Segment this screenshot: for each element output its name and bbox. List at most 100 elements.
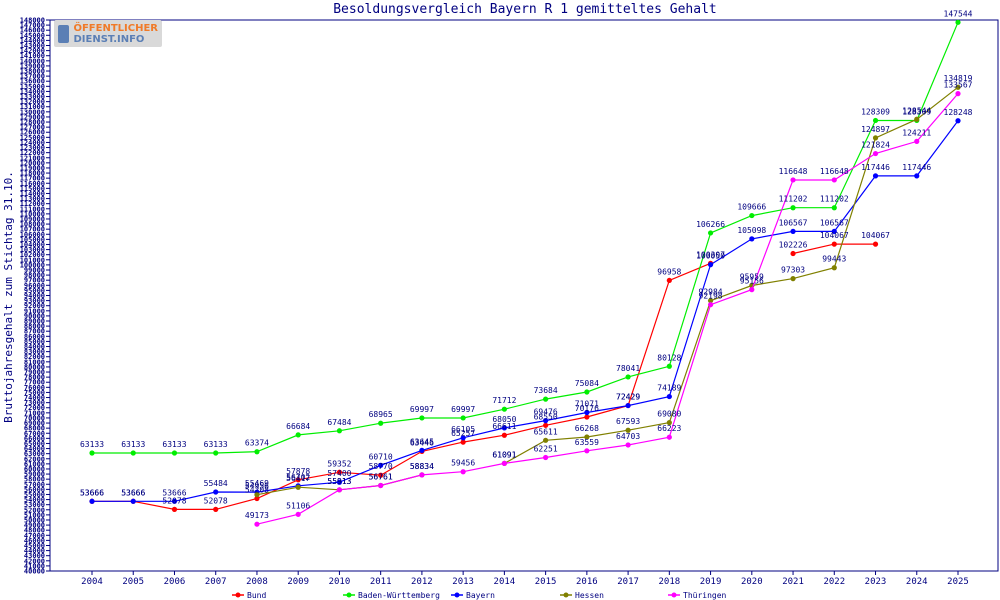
data-point-bayern bbox=[955, 118, 961, 124]
data-point-baden-w-rttemberg bbox=[501, 406, 507, 412]
x-tick-label: 2007 bbox=[205, 577, 227, 587]
y-tick-label: 131000 bbox=[20, 103, 45, 111]
y-tick-label: 88000 bbox=[24, 323, 45, 331]
data-label-bund: 104067 bbox=[820, 231, 849, 240]
y-tick-label: 60000 bbox=[24, 465, 45, 473]
legend-marker-th-ringen bbox=[671, 592, 677, 598]
data-label-bund: 96958 bbox=[657, 267, 681, 276]
data-label-hessen: 67593 bbox=[616, 417, 640, 426]
y-tick-label: 135000 bbox=[20, 83, 45, 91]
y-tick-label: 133000 bbox=[20, 93, 45, 101]
data-point-th-ringen bbox=[543, 454, 549, 461]
x-tick-label: 2013 bbox=[452, 577, 474, 587]
y-tick-label: 50000 bbox=[24, 516, 45, 524]
y-tick-label: 67000 bbox=[24, 430, 45, 438]
y-tick-label: 86000 bbox=[24, 333, 45, 341]
data-label-bayern: 72429 bbox=[616, 393, 640, 402]
data-label-th-ringen: 121824 bbox=[861, 141, 890, 150]
data-point-baden-w-rttemberg bbox=[419, 415, 425, 421]
data-label-hessen: 128544 bbox=[902, 106, 931, 115]
data-label-th-ringen: 56761 bbox=[369, 472, 393, 481]
data-label-th-ringen: 59456 bbox=[451, 459, 475, 468]
data-label-bund: 68550 bbox=[534, 412, 558, 421]
data-point-bund bbox=[501, 432, 507, 438]
data-label-hessen: 69080 bbox=[657, 410, 681, 419]
x-tick-label: 2022 bbox=[823, 577, 845, 587]
data-point-baden-w-rttemberg bbox=[130, 450, 136, 456]
data-label-bund: 65257 bbox=[451, 429, 475, 438]
y-tick-label: 81000 bbox=[24, 358, 45, 366]
data-point-th-ringen bbox=[914, 138, 920, 144]
data-label-th-ringen: 116648 bbox=[820, 167, 849, 176]
y-tick-label: 73000 bbox=[24, 399, 45, 407]
data-point-th-ringen bbox=[707, 302, 714, 308]
data-label-baden-w-rttemberg: 63133 bbox=[80, 440, 104, 449]
data-point-th-ringen bbox=[295, 511, 301, 517]
logo: ÖFFENTLICHER DIENST.INFO bbox=[54, 20, 162, 47]
y-tick-label: 126000 bbox=[20, 129, 45, 137]
data-label-th-ringen: 58834 bbox=[410, 462, 434, 471]
y-tick-label: 106000 bbox=[20, 231, 45, 239]
data-point-th-ringen bbox=[254, 521, 260, 527]
x-tick-label: 2015 bbox=[535, 577, 557, 587]
data-label-bayern: 106567 bbox=[779, 218, 808, 227]
y-tick-label: 105000 bbox=[20, 236, 45, 244]
legend-label-hessen: Hessen bbox=[575, 591, 604, 600]
y-tick-label: 124000 bbox=[20, 139, 45, 147]
y-tick-label: 93000 bbox=[24, 297, 45, 305]
data-point-baden-w-rttemberg bbox=[955, 19, 961, 25]
y-axis: 4000041000420004300044000450004600047000… bbox=[20, 17, 50, 576]
y-tick-label: 100000 bbox=[20, 261, 45, 269]
data-label-baden-w-rttemberg: 128309 bbox=[861, 107, 890, 116]
y-tick-label: 51000 bbox=[24, 511, 45, 519]
data-label-th-ringen: 62251 bbox=[534, 444, 558, 453]
y-tick-label: 78000 bbox=[24, 374, 45, 382]
data-label-hessen: 56761 bbox=[369, 472, 393, 481]
data-point-baden-w-rttemberg bbox=[625, 374, 631, 380]
y-tick-label: 110000 bbox=[20, 210, 45, 218]
data-point-hessen bbox=[543, 437, 549, 443]
y-tick-label: 97000 bbox=[24, 277, 45, 285]
data-point-th-ringen bbox=[666, 434, 672, 440]
series-lines bbox=[89, 19, 961, 527]
data-label-th-ringen: 133567 bbox=[944, 81, 973, 90]
data-label-bayern: 71071 bbox=[575, 399, 599, 408]
data-label-baden-w-rttemberg: 106266 bbox=[696, 220, 725, 229]
y-tick-label: 63000 bbox=[24, 450, 45, 458]
y-tick-label: 119000 bbox=[20, 164, 45, 172]
data-label-bayern: 55469 bbox=[245, 479, 269, 488]
data-label-baden-w-rttemberg: 111202 bbox=[820, 195, 849, 204]
data-label-baden-w-rttemberg: 109666 bbox=[737, 203, 766, 212]
data-label-bayern: 117446 bbox=[861, 163, 890, 172]
y-tick-label: 115000 bbox=[20, 185, 45, 193]
data-label-th-ringen: 66223 bbox=[657, 424, 681, 433]
y-tick-label: 125000 bbox=[20, 134, 45, 142]
data-label-bund: 53666 bbox=[121, 488, 145, 497]
data-label-hessen: 55913 bbox=[327, 477, 351, 486]
y-tick-label: 116000 bbox=[20, 180, 45, 188]
data-point-bayern bbox=[378, 462, 384, 468]
data-point-baden-w-rttemberg bbox=[707, 230, 714, 236]
series-line-th-ringen bbox=[256, 93, 959, 525]
data-point-hessen bbox=[914, 116, 920, 122]
y-tick-label: 43000 bbox=[24, 552, 45, 560]
data-point-bund bbox=[872, 241, 879, 247]
y-axis-label: Bruttojahresgehalt zum Stichtag 31.10. bbox=[2, 171, 15, 423]
data-point-bund bbox=[790, 250, 796, 257]
x-tick-label: 2025 bbox=[947, 577, 969, 587]
y-tick-label: 47000 bbox=[24, 532, 45, 540]
y-tick-label: 84000 bbox=[24, 343, 45, 351]
y-tick-label: 61000 bbox=[24, 460, 45, 468]
data-label-th-ringen: 92198 bbox=[699, 292, 723, 301]
y-tick-label: 111000 bbox=[20, 205, 45, 213]
data-point-hessen bbox=[666, 420, 672, 426]
data-point-hessen bbox=[831, 265, 837, 271]
y-tick-label: 128000 bbox=[20, 119, 45, 127]
data-point-bayern bbox=[831, 228, 837, 234]
data-label-bund: 53666 bbox=[80, 488, 104, 497]
x-tick-label: 2017 bbox=[617, 577, 639, 587]
y-tick-label: 82000 bbox=[24, 353, 45, 361]
data-point-bund bbox=[831, 241, 837, 247]
data-label-bayern: 60710 bbox=[369, 452, 393, 461]
y-tick-label: 121000 bbox=[20, 154, 45, 162]
